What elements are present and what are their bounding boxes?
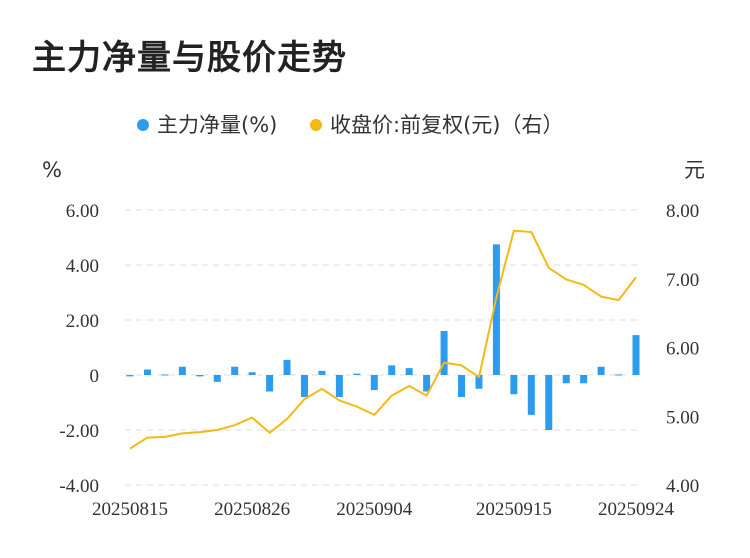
right-tick-label: 7.00 — [666, 270, 699, 291]
net-volume-bar — [266, 375, 274, 392]
net-volume-bar — [143, 369, 151, 375]
net-volume-bar — [300, 375, 308, 397]
left-tick-label: 0 — [90, 366, 100, 387]
x-tick-label: 20250815 — [92, 499, 168, 520]
net-volume-bar — [597, 366, 605, 375]
net-volume-bar — [370, 375, 378, 391]
legend-bar-label: 主力净量(%) — [157, 113, 277, 137]
net-volume-bar — [580, 375, 588, 384]
net-volume-bar — [475, 375, 483, 389]
net-volume-bar — [615, 374, 623, 376]
net-volume-bar — [562, 375, 570, 384]
chart-title: 主力净量与股价走势 — [32, 38, 347, 78]
net-volume-bar — [248, 372, 256, 375]
net-volume-bar — [388, 365, 396, 375]
left-axis-ticks: 6.00 4.00 2.00 0 -2.00 -4.00 — [59, 201, 99, 497]
x-tick-label: 20250904 — [336, 499, 413, 520]
net-volume-bar — [423, 375, 431, 392]
net-volume-bar — [510, 375, 518, 395]
net-volume-bar — [213, 375, 221, 382]
close-price-line-group — [129, 229, 637, 450]
left-tick-label: 4.00 — [66, 256, 99, 277]
net-volume-bar — [161, 374, 169, 376]
right-tick-label: 4.00 — [666, 476, 699, 497]
legend-line-marker — [310, 119, 322, 131]
right-axis-unit: 元 — [684, 158, 705, 182]
x-tick-label: 20250915 — [476, 499, 552, 520]
net-volume-bar — [405, 368, 413, 375]
left-tick-label: 2.00 — [66, 311, 99, 332]
x-axis-ticks: 20250815 20250826 20250904 20250915 20250924 — [92, 499, 675, 520]
left-axis-unit: % — [42, 158, 62, 182]
right-tick-label: 8.00 — [666, 201, 699, 222]
net-volume-bar — [231, 366, 239, 375]
legend-bar-marker — [137, 119, 149, 131]
net-volume-bar — [318, 370, 326, 375]
net-volume-bar — [353, 373, 361, 375]
net-volume-bar — [283, 359, 291, 375]
net-volume-bars — [126, 244, 640, 430]
legend: 主力净量(%) 收盘价:前复权(元)（右） — [137, 113, 563, 137]
net-volume-bar — [492, 244, 500, 375]
x-tick-label: 20250826 — [214, 499, 290, 520]
legend-line-label: 收盘价:前复权(元)（右） — [330, 113, 563, 137]
right-axis-ticks: 8.00 7.00 6.00 5.00 4.00 — [666, 201, 699, 497]
grid — [125, 209, 640, 486]
net-volume-bar — [335, 375, 343, 397]
right-tick-label: 5.00 — [666, 407, 699, 428]
net-volume-bar — [126, 375, 134, 377]
x-tick-label: 20250924 — [598, 499, 675, 520]
net-volume-bar — [440, 331, 448, 375]
left-tick-label: -2.00 — [59, 421, 99, 442]
left-tick-label: 6.00 — [66, 201, 99, 222]
net-volume-bar — [178, 366, 186, 375]
left-tick-label: -4.00 — [59, 476, 99, 497]
close-price-line — [129, 229, 637, 450]
right-tick-label: 6.00 — [666, 339, 699, 360]
net-volume-bar — [545, 375, 553, 430]
net-volume-bar — [632, 335, 640, 375]
net-volume-bar — [196, 375, 204, 377]
net-volume-bar — [458, 375, 466, 397]
net-volume-bar — [527, 375, 535, 415]
